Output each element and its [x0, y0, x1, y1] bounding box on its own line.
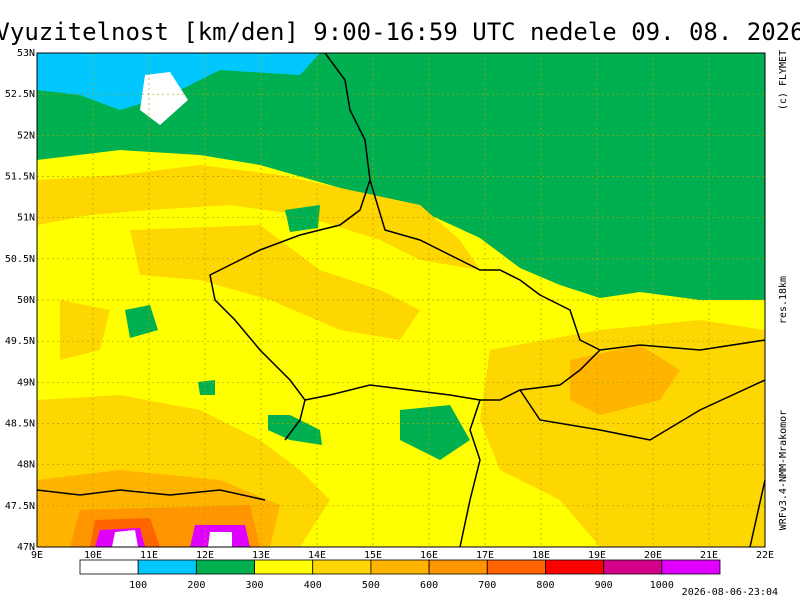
- lat-label: 52N: [17, 130, 35, 141]
- legend-swatch: [195, 559, 255, 575]
- lon-label: 12E: [196, 550, 214, 561]
- legend-swatch: [428, 559, 488, 575]
- lon-label: 14E: [308, 550, 326, 561]
- legend-label: 500: [362, 580, 380, 591]
- lon-label: 22E: [756, 550, 774, 561]
- resolution: res.18km: [778, 276, 789, 324]
- legend-label: 700: [478, 580, 496, 591]
- lon-label: 19E: [588, 550, 606, 561]
- map-field: [37, 53, 765, 547]
- lon-label: 15E: [364, 550, 382, 561]
- legend-label: 1000: [650, 580, 674, 591]
- lat-label: 50.5N: [5, 254, 35, 265]
- lat-label: 49N: [17, 377, 35, 388]
- legend-label: 300: [246, 580, 264, 591]
- lat-label: 53N: [17, 48, 35, 59]
- lon-label: 13E: [252, 550, 270, 561]
- lon-label: 10E: [84, 550, 102, 561]
- legend-swatch: [79, 559, 139, 575]
- lat-label: 48.5N: [5, 419, 35, 430]
- model: WRFv3.4-NMM-Mrakomor: [778, 410, 789, 530]
- legend-swatch: [661, 559, 721, 575]
- legend-swatch: [370, 559, 430, 575]
- legend-swatch: [603, 559, 663, 575]
- borders: [36, 52, 766, 548]
- legend-swatch: [312, 559, 372, 575]
- lat-label: 51N: [17, 213, 35, 224]
- lat-label: 47N: [17, 542, 35, 553]
- lon-label: 21E: [700, 550, 718, 561]
- lat-label: 51.5N: [5, 172, 35, 183]
- legend-swatch: [545, 559, 605, 575]
- lat-label: 47.5N: [5, 501, 35, 512]
- timestamp: 2026-08-06-23:04: [682, 587, 778, 598]
- lon-label: 18E: [532, 550, 550, 561]
- lon-label: 9E: [31, 550, 43, 561]
- lon-label: 11E: [140, 550, 158, 561]
- lat-label: 52.5N: [5, 89, 35, 100]
- lon-label: 16E: [420, 550, 438, 561]
- lat-label: 49.5N: [5, 336, 35, 347]
- map-frame: [36, 52, 766, 548]
- legend-swatch: [486, 559, 546, 575]
- lat-label: 48N: [17, 460, 35, 471]
- title: Vyuzitelnost [km/den] 9:00-16:59 UTC ned…: [0, 18, 800, 46]
- legend: 100 200 300 400 500 600 700 800 900 1000: [79, 559, 721, 591]
- legend-label: 600: [420, 580, 438, 591]
- legend-label: 800: [536, 580, 554, 591]
- legend-label: 100: [129, 580, 147, 591]
- legend-label: 900: [595, 580, 613, 591]
- legend-swatch: [137, 559, 197, 575]
- legend-label: 200: [187, 580, 205, 591]
- legend-swatch: [254, 559, 314, 575]
- lon-label: 17E: [476, 550, 494, 561]
- copyright: (c) FLYMET: [778, 50, 789, 110]
- legend-label: 400: [304, 580, 322, 591]
- lon-label: 20E: [644, 550, 662, 561]
- lat-label: 50N: [17, 295, 35, 306]
